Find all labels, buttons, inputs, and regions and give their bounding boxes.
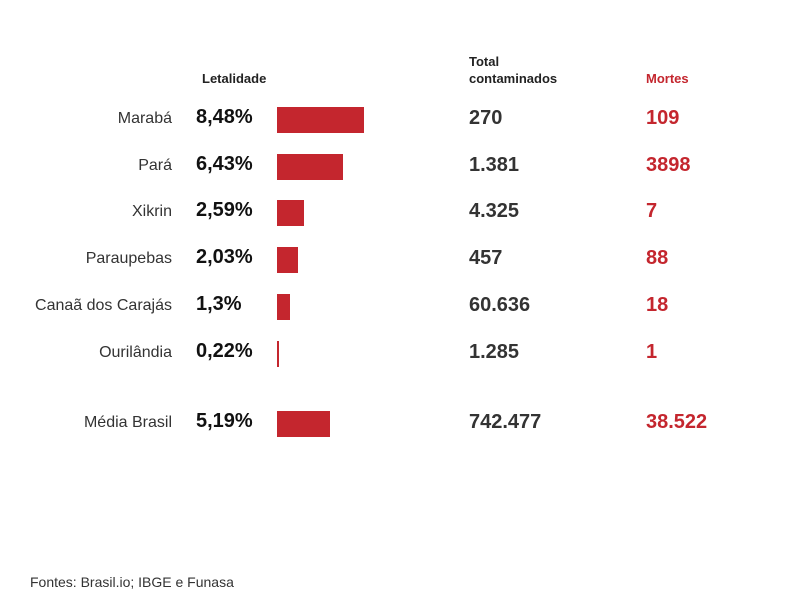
lethality-bar [277, 154, 343, 180]
chart-row-media-brasil: Média Brasil 5,19% 742.477 38.522 [0, 408, 800, 438]
header-mortes: Mortes [646, 70, 689, 87]
row-label: Pará [138, 157, 172, 175]
bar-track [277, 411, 477, 437]
chart-row-1: Pará 6,43% 1.381 3898 [0, 151, 800, 181]
mortes-value: 38.522 [646, 411, 707, 434]
header-total-contaminados: Total contaminados [469, 53, 589, 87]
mortes-value: 3898 [646, 154, 691, 177]
total-contaminados-value: 457 [469, 247, 502, 270]
chart-row-5: Ourilândia 0,22% 1.285 1 [0, 338, 800, 368]
mortes-value: 7 [646, 200, 657, 223]
chart-row-2: Xikrin 2,59% 4.325 7 [0, 197, 800, 227]
lethality-value: 2,59% [196, 199, 253, 222]
header-letalidade: Letalidade [202, 70, 266, 87]
chart-title-cropped: ▀▀▀▀▀▀▀ ▀▀▀ ▀▀▀▀▀▀ [0, 0, 800, 14]
mortes-value: 18 [646, 294, 668, 317]
bar-track [277, 107, 477, 133]
bar-track [277, 294, 477, 320]
bar-track [277, 200, 477, 226]
lethality-value: 5,19% [196, 410, 253, 433]
row-label: Paraupebas [86, 250, 172, 268]
chart-row-4: Canaã dos Carajás 1,3% 60.636 18 [0, 291, 800, 321]
row-label: Canaã dos Carajás [35, 297, 172, 315]
total-contaminados-value: 1.285 [469, 341, 519, 364]
lethality-value: 0,22% [196, 340, 253, 363]
source-note: Fontes: Brasil.io; IBGE e Funasa [30, 574, 234, 590]
total-contaminados-value: 742.477 [469, 411, 541, 434]
bar-track [277, 247, 477, 273]
row-label: Ourilândia [99, 344, 172, 362]
total-contaminados-value: 60.636 [469, 294, 530, 317]
chart-row-3: Paraupebas 2,03% 457 88 [0, 244, 800, 274]
mortes-value: 88 [646, 247, 668, 270]
lethality-value: 6,43% [196, 153, 253, 176]
mortes-value: 109 [646, 107, 679, 130]
lethality-value: 1,3% [196, 293, 242, 316]
lethality-bar [277, 294, 290, 320]
mortes-value: 1 [646, 341, 657, 364]
row-label: Marabá [118, 110, 172, 128]
lethality-bar [277, 341, 279, 367]
chart-row-0: Marabá 8,48% 270 109 [0, 104, 800, 134]
lethality-bar [277, 247, 298, 273]
row-label: Xikrin [132, 203, 172, 221]
bar-track [277, 341, 477, 367]
row-label: Média Brasil [84, 414, 172, 432]
lethality-bar [277, 200, 304, 226]
lethality-value: 8,48% [196, 106, 253, 129]
lethality-bar [277, 107, 364, 133]
lethality-bar [277, 411, 330, 437]
bar-track [277, 154, 477, 180]
total-contaminados-value: 270 [469, 107, 502, 130]
total-contaminados-value: 1.381 [469, 154, 519, 177]
lethality-value: 2,03% [196, 246, 253, 269]
total-contaminados-value: 4.325 [469, 200, 519, 223]
